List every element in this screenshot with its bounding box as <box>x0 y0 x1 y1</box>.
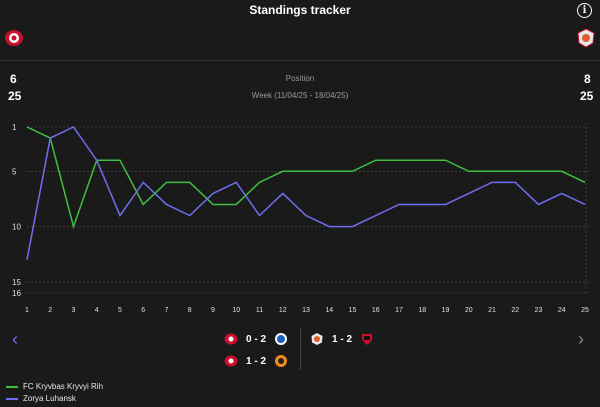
x-tick-label: 25 <box>581 307 589 314</box>
x-tick-label: 16 <box>372 307 380 314</box>
x-tick-label: 2 <box>48 307 52 314</box>
x-tick-label: 9 <box>211 307 215 314</box>
info-icon[interactable]: i <box>577 3 592 18</box>
legend-item-away: Zorya Luhansk <box>6 394 76 403</box>
x-tick-label: 22 <box>511 307 519 314</box>
divider <box>0 60 600 61</box>
legend-label: FC Kryvbas Kryvyi Rih <box>23 382 104 391</box>
y-tick-label: 16 <box>12 289 21 298</box>
kryvbas-badge-icon <box>224 333 238 345</box>
legend-item-home: FC Kryvbas Kryvyi Rih <box>6 382 103 391</box>
x-tick-label: 13 <box>302 307 310 314</box>
result-row[interactable]: 1 - 2 <box>224 352 288 370</box>
x-tick-label: 11 <box>256 307 263 314</box>
legend-label: Zorya Luhansk <box>23 394 76 403</box>
x-tick-label: 15 <box>349 307 357 314</box>
kryvbas-logo-icon <box>5 30 23 46</box>
x-tick-label: 19 <box>442 307 450 314</box>
y-tick-label: 1 <box>12 123 17 132</box>
x-tick-label: 4 <box>95 307 99 314</box>
legend-swatch <box>6 397 18 400</box>
x-tick-label: 8 <box>188 307 192 314</box>
x-tick-label: 6 <box>141 307 145 314</box>
x-tick-label: 14 <box>325 307 333 314</box>
y-tick-label: 5 <box>12 167 17 176</box>
chevron-left-icon[interactable]: ‹ <box>12 329 18 349</box>
x-tick-label: 23 <box>535 307 543 314</box>
x-tick-label: 10 <box>232 307 240 314</box>
header: Standings tracker i <box>0 0 600 20</box>
x-tick-label: 12 <box>279 307 287 314</box>
summary-label: Position <box>285 74 315 83</box>
shakhtar-badge-icon <box>275 355 288 367</box>
away-position: 8 <box>584 72 591 86</box>
kryvbas-badge-icon <box>224 355 238 367</box>
legend-swatch <box>6 385 18 388</box>
y-tick-label: 15 <box>12 278 21 287</box>
x-tick-label: 20 <box>465 307 473 314</box>
chevron-right-icon[interactable]: › <box>578 329 584 349</box>
x-tick-label: 7 <box>165 307 169 314</box>
opponent-badge-icon <box>362 334 373 345</box>
series-line-home <box>26 126 586 230</box>
y-tick-label: 10 <box>12 223 21 232</box>
result-row[interactable]: 0 - 2 <box>224 330 288 348</box>
x-tick-label: 1 <box>25 307 29 314</box>
zorya-badge-icon <box>311 333 323 345</box>
results-divider <box>300 328 301 370</box>
result-score: 0 - 2 <box>246 333 267 345</box>
result-score: 1 - 2 <box>332 333 353 345</box>
x-tick-label: 18 <box>418 307 426 314</box>
result-row[interactable]: 1 - 2 <box>310 330 374 348</box>
series-line-away <box>26 126 586 260</box>
standings-chart: 1 5 10 15 16 1 2 3 4 5 6 7 8 9 10 11 12 13 14 15 16 17 18 19 20 2… <box>0 110 600 320</box>
x-tick-label: 17 <box>395 307 403 314</box>
zorya-logo-icon <box>577 28 595 48</box>
result-score: 1 - 2 <box>246 355 267 367</box>
dynamo-badge-icon <box>275 333 288 345</box>
summary-period: Week (11/04/25 - 18/04/25) <box>251 91 349 100</box>
x-tick-label: 24 <box>558 307 566 314</box>
x-tick-label: 5 <box>118 307 122 314</box>
home-matches: 25 <box>8 89 22 103</box>
away-matches: 25 <box>580 89 594 103</box>
x-tick-label: 21 <box>488 307 496 314</box>
x-tick-label: 3 <box>72 307 76 314</box>
page-title: Standings tracker <box>249 3 351 17</box>
home-position: 6 <box>10 72 17 86</box>
